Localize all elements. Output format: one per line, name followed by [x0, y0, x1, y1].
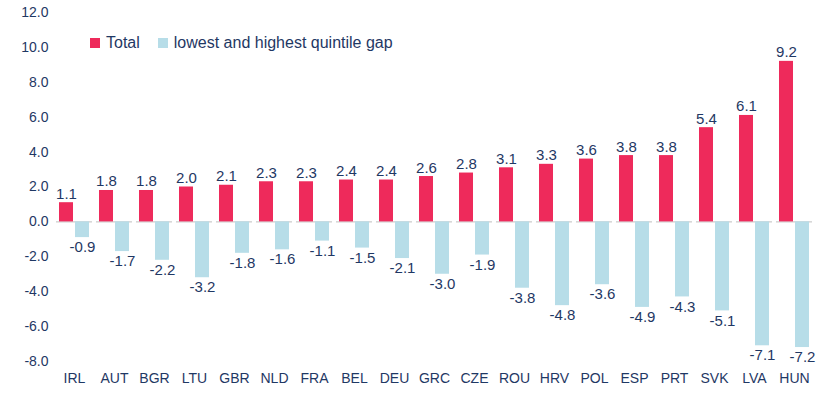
svg-text:HUN: HUN	[779, 370, 809, 386]
svg-text:-4.3: -4.3	[670, 298, 696, 315]
svg-text:CZE: CZE	[461, 370, 489, 386]
svg-text:POL: POL	[580, 370, 608, 386]
svg-text:ESP: ESP	[620, 370, 648, 386]
svg-text:AUT: AUT	[101, 370, 129, 386]
svg-text:IRL: IRL	[64, 370, 86, 386]
svg-text:-8.0: -8.0	[24, 353, 48, 369]
svg-text:GBR: GBR	[219, 370, 249, 386]
svg-text:PRT: PRT	[661, 370, 689, 386]
svg-text:-1.8: -1.8	[230, 254, 256, 271]
svg-text:HRV: HRV	[540, 370, 570, 386]
svg-text:-1.1: -1.1	[310, 242, 336, 259]
svg-text:-4.9: -4.9	[630, 308, 656, 325]
svg-text:GRC: GRC	[419, 370, 450, 386]
svg-text:2.8: 2.8	[456, 155, 477, 172]
svg-text:3.3: 3.3	[536, 146, 557, 163]
svg-text:-1.9: -1.9	[470, 256, 496, 273]
svg-text:-0.9: -0.9	[70, 238, 96, 255]
svg-text:-1.6: -1.6	[270, 250, 296, 267]
svg-text:-2.1: -2.1	[390, 259, 416, 276]
svg-text:-3.2: -3.2	[190, 278, 216, 295]
svg-text:2.4: 2.4	[376, 162, 397, 179]
svg-text:2.3: 2.3	[296, 164, 317, 181]
svg-text:2.4: 2.4	[336, 162, 357, 179]
svg-text:-1.7: -1.7	[110, 252, 136, 269]
svg-text:10.0: 10.0	[21, 39, 48, 55]
svg-text:-7.1: -7.1	[750, 346, 776, 363]
svg-text:SVK: SVK	[700, 370, 729, 386]
svg-text:3.8: 3.8	[616, 138, 637, 155]
svg-text:5.4: 5.4	[696, 110, 717, 127]
svg-text:8.0: 8.0	[29, 74, 49, 90]
svg-text:-2.0: -2.0	[24, 248, 48, 264]
svg-text:-3.6: -3.6	[590, 285, 616, 302]
svg-text:FRA: FRA	[301, 370, 330, 386]
svg-text:-7.2: -7.2	[790, 348, 816, 365]
svg-text:12.0: 12.0	[21, 4, 48, 20]
html-text:lowest and highest quintile ga: lowest and highest quintile gap	[173, 34, 393, 51]
svg-text:9.2: 9.2	[776, 43, 797, 60]
svg-text:-3.8: -3.8	[510, 289, 536, 306]
svg-text:2.0: 2.0	[176, 169, 197, 186]
svg-text:-5.1: -5.1	[710, 312, 736, 329]
svg-text:LVA: LVA	[742, 370, 767, 386]
svg-text:1.1: 1.1	[56, 185, 77, 202]
svg-text:-2.2: -2.2	[150, 261, 176, 278]
svg-text:BGR: BGR	[139, 370, 169, 386]
svg-text:BEL: BEL	[341, 370, 368, 386]
svg-text:-4.0: -4.0	[24, 283, 48, 299]
svg-text:0.0: 0.0	[29, 213, 49, 229]
svg-text:-6.0: -6.0	[24, 318, 48, 334]
svg-text:1.8: 1.8	[136, 172, 157, 189]
svg-text:2.3: 2.3	[256, 164, 277, 181]
svg-text:2.1: 2.1	[216, 167, 237, 184]
svg-text:3.8: 3.8	[656, 138, 677, 155]
svg-text:-3.0: -3.0	[430, 275, 456, 292]
svg-text:-1.5: -1.5	[350, 249, 376, 266]
html-text:Total: Total	[106, 34, 140, 51]
svg-text:4.0: 4.0	[29, 144, 49, 160]
svg-text:LTU: LTU	[182, 370, 207, 386]
svg-text:3.1: 3.1	[496, 150, 517, 167]
svg-text:2.6: 2.6	[416, 159, 437, 176]
svg-text:3.6: 3.6	[576, 141, 597, 158]
svg-text:ROU: ROU	[499, 370, 530, 386]
svg-text:6.0: 6.0	[29, 109, 49, 125]
svg-text:-4.8: -4.8	[550, 306, 576, 323]
svg-text:2.0: 2.0	[29, 178, 49, 194]
svg-text:DEU: DEU	[380, 370, 410, 386]
svg-text:NLD: NLD	[260, 370, 288, 386]
svg-text:1.8: 1.8	[96, 172, 117, 189]
svg-text:6.1: 6.1	[736, 97, 757, 114]
